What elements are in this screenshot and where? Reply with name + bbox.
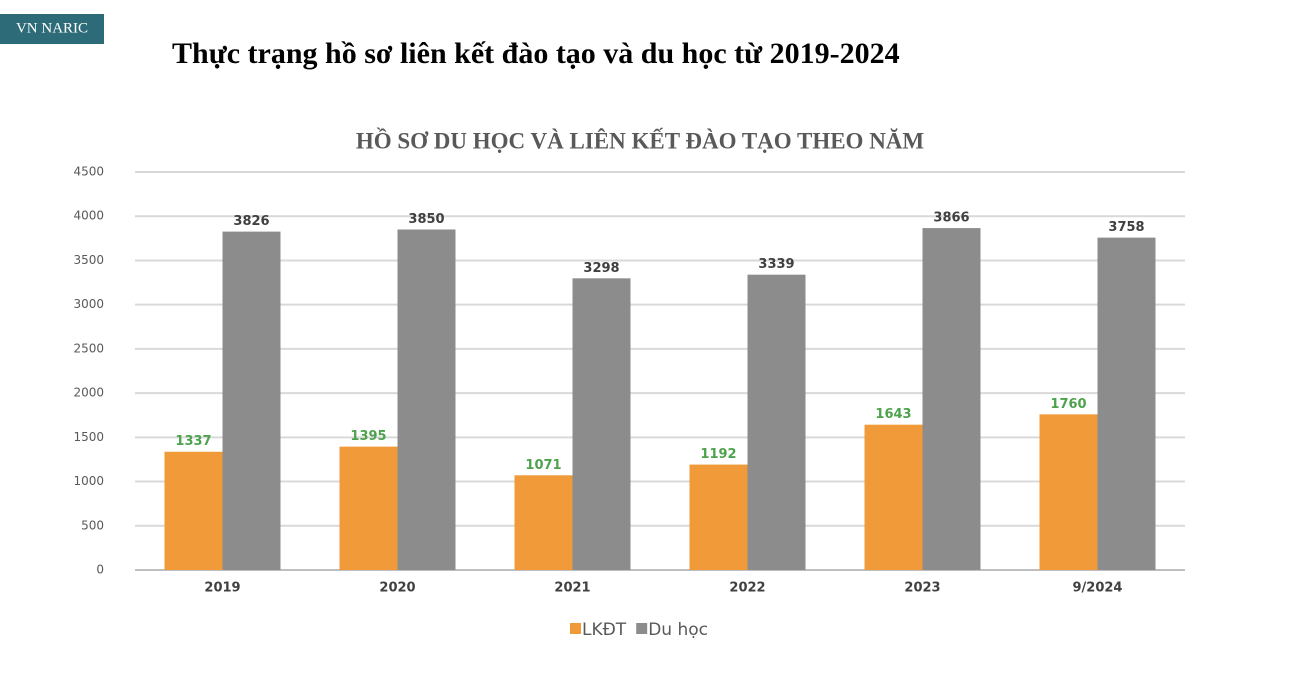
chart-title: HỒ SƠ DU HỌC VÀ LIÊN KẾT ĐÀO TẠO THEO NĂ…: [356, 127, 925, 153]
value-label: 3850: [408, 212, 444, 227]
y-tick-label: 3500: [73, 253, 104, 267]
bar: [1039, 414, 1098, 570]
bar: [1097, 237, 1156, 570]
y-tick-label: 3000: [73, 297, 104, 311]
value-label: 1643: [875, 407, 911, 422]
value-label: 1071: [525, 458, 561, 473]
value-label: 1760: [1050, 397, 1086, 412]
bar: [397, 229, 456, 570]
y-tick-label: 4500: [73, 165, 104, 179]
bar: [864, 424, 923, 570]
x-tick-label: 9/2024: [1073, 581, 1123, 596]
bar: [747, 274, 806, 570]
y-tick-label: 1500: [73, 430, 104, 444]
bar: [339, 446, 398, 570]
bar: [164, 451, 223, 570]
bar: [689, 464, 748, 570]
bar: [222, 231, 281, 570]
value-label: 1192: [700, 447, 736, 462]
legend-label: Du học: [648, 620, 708, 640]
legend-swatch: [636, 623, 648, 634]
value-label: 3866: [933, 211, 969, 226]
x-tick-label: 2019: [204, 581, 240, 596]
bar: [514, 475, 573, 570]
heading: Thực trạng hồ sơ liên kết đào tạo và du …: [172, 37, 900, 70]
value-label: 1337: [175, 434, 211, 449]
y-tick-label: 0: [96, 563, 104, 577]
y-tick-label: 1000: [73, 474, 104, 488]
x-tick-label: 2020: [379, 581, 415, 596]
x-tick-label: 2023: [904, 581, 940, 596]
x-tick-label: 2021: [554, 581, 590, 596]
value-label: 1395: [350, 429, 386, 444]
y-tick-label: 2500: [73, 341, 104, 355]
value-label: 3298: [583, 261, 619, 276]
x-tick-label: 2022: [729, 581, 765, 596]
y-tick-label: 2000: [73, 386, 104, 400]
value-label: 3826: [233, 214, 269, 229]
value-label: 3339: [758, 257, 794, 272]
y-tick-label: 4000: [73, 209, 104, 223]
bar: [572, 278, 631, 570]
y-tick-label: 500: [81, 518, 104, 532]
value-label: 3758: [1108, 220, 1144, 235]
legend-label: LKĐT: [582, 620, 627, 640]
bar: [922, 228, 981, 570]
badge-bg: [0, 14, 104, 44]
legend-swatch: [570, 623, 581, 634]
badge: VN NARIC: [16, 20, 88, 36]
